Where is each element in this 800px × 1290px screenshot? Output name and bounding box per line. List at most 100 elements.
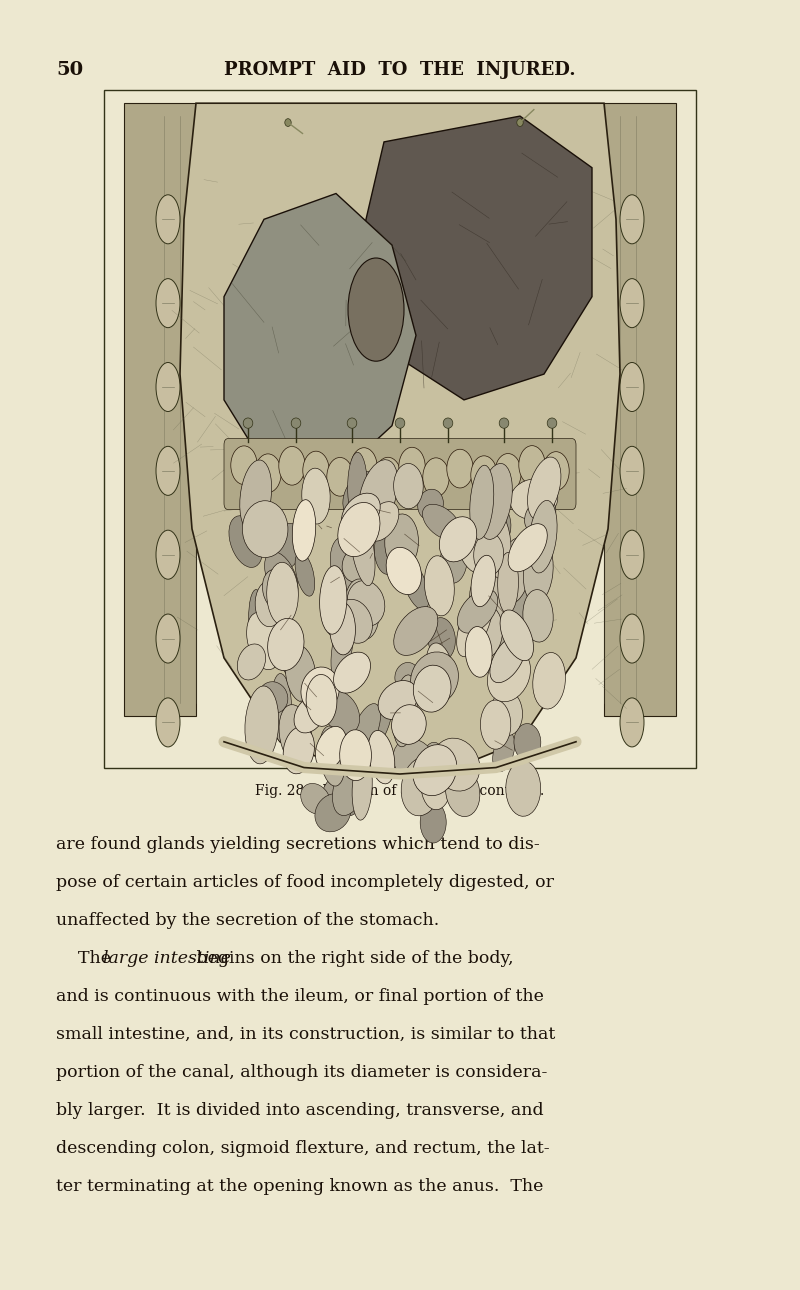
Ellipse shape xyxy=(246,613,281,670)
Ellipse shape xyxy=(319,726,346,786)
Ellipse shape xyxy=(249,590,265,650)
Ellipse shape xyxy=(342,493,380,534)
Ellipse shape xyxy=(414,666,451,712)
Ellipse shape xyxy=(523,541,553,604)
Ellipse shape xyxy=(350,703,381,759)
Text: The: The xyxy=(56,949,117,968)
Ellipse shape xyxy=(273,610,300,679)
Ellipse shape xyxy=(470,455,498,494)
Ellipse shape xyxy=(483,494,509,533)
Text: and is continuous with the ileum, or final portion of the: and is continuous with the ileum, or fin… xyxy=(56,988,544,1005)
Ellipse shape xyxy=(620,698,644,747)
Ellipse shape xyxy=(347,418,357,428)
Ellipse shape xyxy=(258,681,288,713)
Ellipse shape xyxy=(510,574,534,637)
Ellipse shape xyxy=(470,466,494,539)
Ellipse shape xyxy=(620,614,644,663)
Ellipse shape xyxy=(330,537,361,593)
Ellipse shape xyxy=(279,446,306,485)
Ellipse shape xyxy=(301,783,330,814)
Ellipse shape xyxy=(333,757,368,815)
Text: pose of certain articles of food incompletely digested, or: pose of certain articles of food incompl… xyxy=(56,875,554,891)
Ellipse shape xyxy=(156,614,180,663)
Ellipse shape xyxy=(366,502,399,541)
Ellipse shape xyxy=(401,757,442,815)
Ellipse shape xyxy=(291,418,301,428)
Ellipse shape xyxy=(504,535,538,573)
Ellipse shape xyxy=(242,486,268,531)
Ellipse shape xyxy=(487,507,511,546)
Ellipse shape xyxy=(274,524,302,569)
Ellipse shape xyxy=(156,362,180,412)
Ellipse shape xyxy=(320,566,347,635)
Ellipse shape xyxy=(620,530,644,579)
Ellipse shape xyxy=(285,119,291,126)
Ellipse shape xyxy=(268,618,304,671)
Ellipse shape xyxy=(508,524,547,571)
Ellipse shape xyxy=(265,552,298,602)
Ellipse shape xyxy=(529,501,557,573)
Ellipse shape xyxy=(240,461,272,533)
Ellipse shape xyxy=(385,513,418,570)
Polygon shape xyxy=(124,103,196,716)
Ellipse shape xyxy=(424,556,454,615)
Ellipse shape xyxy=(423,458,450,497)
Ellipse shape xyxy=(482,615,516,649)
Ellipse shape xyxy=(156,698,180,747)
Ellipse shape xyxy=(156,279,180,328)
Ellipse shape xyxy=(343,472,379,517)
Ellipse shape xyxy=(510,479,558,520)
Ellipse shape xyxy=(395,663,419,691)
Ellipse shape xyxy=(294,695,326,733)
Ellipse shape xyxy=(433,738,480,791)
Ellipse shape xyxy=(331,615,353,681)
Ellipse shape xyxy=(413,744,457,796)
Ellipse shape xyxy=(512,583,538,627)
Ellipse shape xyxy=(242,501,288,557)
Ellipse shape xyxy=(366,699,392,749)
Ellipse shape xyxy=(394,606,438,655)
Ellipse shape xyxy=(440,538,467,583)
Text: are found glands yielding secretions which tend to dis-: are found glands yielding secretions whi… xyxy=(56,836,540,853)
Ellipse shape xyxy=(527,457,561,520)
Ellipse shape xyxy=(315,726,346,769)
Ellipse shape xyxy=(279,704,312,766)
Ellipse shape xyxy=(487,649,530,702)
Ellipse shape xyxy=(466,627,492,677)
Text: small intestine, and, in its construction, is similar to that: small intestine, and, in its constructio… xyxy=(56,1027,555,1044)
Ellipse shape xyxy=(348,258,404,361)
Ellipse shape xyxy=(458,590,498,633)
Ellipse shape xyxy=(358,459,398,530)
Ellipse shape xyxy=(322,602,348,640)
Ellipse shape xyxy=(481,700,510,749)
Ellipse shape xyxy=(457,591,493,657)
Ellipse shape xyxy=(262,569,291,610)
Ellipse shape xyxy=(422,504,461,539)
Ellipse shape xyxy=(156,530,180,579)
Ellipse shape xyxy=(322,690,360,734)
Text: bly larger.  It is divided into ascending, transverse, and: bly larger. It is divided into ascending… xyxy=(56,1102,544,1120)
Ellipse shape xyxy=(306,675,337,726)
Ellipse shape xyxy=(238,644,266,680)
Ellipse shape xyxy=(254,454,282,493)
Ellipse shape xyxy=(420,802,446,842)
Ellipse shape xyxy=(301,667,339,713)
Ellipse shape xyxy=(338,502,380,557)
Ellipse shape xyxy=(334,653,370,693)
Ellipse shape xyxy=(620,279,644,328)
Ellipse shape xyxy=(620,446,644,495)
Ellipse shape xyxy=(342,548,370,582)
Ellipse shape xyxy=(620,195,644,244)
Ellipse shape xyxy=(466,604,502,659)
Ellipse shape xyxy=(398,448,426,486)
Polygon shape xyxy=(604,103,676,716)
Ellipse shape xyxy=(266,562,298,626)
Ellipse shape xyxy=(302,451,330,490)
Ellipse shape xyxy=(350,448,378,486)
Ellipse shape xyxy=(327,458,354,497)
Ellipse shape xyxy=(498,552,518,614)
Ellipse shape xyxy=(295,552,314,596)
Ellipse shape xyxy=(283,726,314,774)
FancyBboxPatch shape xyxy=(104,90,696,768)
Ellipse shape xyxy=(410,651,458,706)
